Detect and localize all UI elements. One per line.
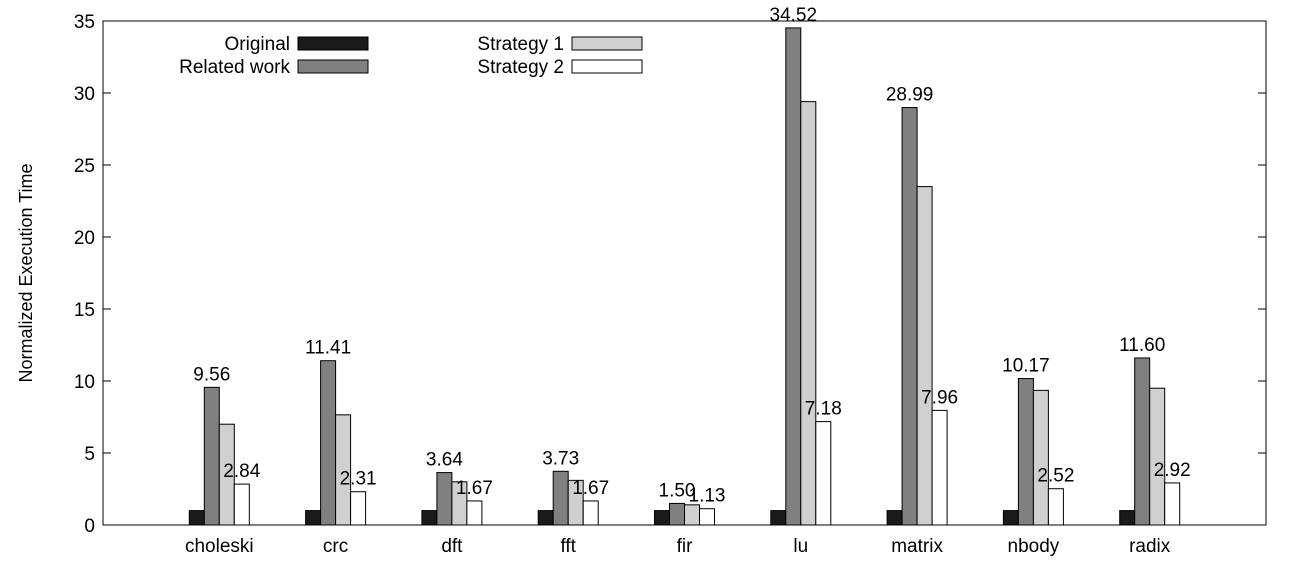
- bar: [552, 470, 569, 526]
- bar: [320, 360, 337, 526]
- data-label: 3.64: [426, 450, 463, 471]
- data-label: 2.52: [1037, 466, 1074, 487]
- bar: [1149, 387, 1166, 526]
- bar: [305, 510, 322, 526]
- bar: [188, 510, 205, 526]
- data-label: 11.60: [1119, 335, 1165, 356]
- bar: [233, 483, 250, 526]
- data-label: 2.92: [1154, 460, 1191, 481]
- legend-label: Original: [225, 34, 290, 55]
- bar: [436, 472, 453, 526]
- y-axis-title: Normalized Execution Time: [16, 163, 36, 382]
- data-label: 7.96: [921, 387, 958, 408]
- legend-swatch: [571, 59, 643, 74]
- bar: [1119, 510, 1136, 526]
- data-labels: 9.56 2.84 11.41 2.31 3.64 1.67 3.73 1.67 1.501.1…: [193, 5, 1190, 507]
- data-label: 1.67: [456, 478, 493, 499]
- bar: [466, 500, 483, 526]
- bar: [916, 186, 933, 526]
- bars: [188, 27, 1181, 526]
- x-tick-label: nbody: [1008, 536, 1060, 557]
- data-label: 2.31: [340, 469, 377, 490]
- data-label: 11.41: [305, 338, 351, 359]
- y-tick-label: 0: [84, 516, 95, 537]
- bar: [785, 27, 802, 526]
- x-tick-label: fir: [677, 536, 694, 557]
- y-tick-label: 20: [74, 228, 95, 249]
- bar: [1164, 482, 1181, 526]
- bar: [1032, 389, 1049, 526]
- bar: [931, 409, 948, 526]
- x-tick-label: fft: [560, 536, 576, 557]
- bar: [770, 510, 787, 526]
- plot-frame: [102, 20, 1267, 526]
- data-label: 34.52: [770, 5, 818, 26]
- legend-label: Related work: [179, 57, 290, 78]
- x-tick-label: radix: [1129, 536, 1171, 557]
- x-tick-label: lu: [793, 536, 808, 557]
- y-tick-label: 5: [84, 444, 95, 465]
- bar: [537, 510, 554, 526]
- y-tick-label: 10: [74, 372, 95, 393]
- bar: [684, 504, 700, 526]
- x-tick-label: matrix: [891, 536, 943, 557]
- axis-ticks: 0 5 10 15 20 25 30 35 choleski crc dft fft fir lu matr…: [74, 12, 1266, 557]
- y-tick-label: 35: [74, 12, 95, 33]
- legend-label: Strategy 1: [477, 34, 564, 55]
- bar: [1002, 510, 1019, 526]
- data-label: 28.99: [886, 85, 934, 106]
- data-label: 10.17: [1002, 356, 1050, 377]
- legend-swatch: [571, 36, 643, 51]
- bar: [350, 491, 367, 526]
- bar: [1134, 357, 1151, 526]
- data-label: 3.73: [542, 448, 579, 469]
- data-label: 1.50: [659, 480, 696, 501]
- data-label: 2.84: [223, 461, 260, 482]
- bar: [886, 510, 903, 526]
- bar: [654, 510, 670, 526]
- data-label: 1.13: [689, 486, 726, 507]
- bar: [815, 421, 832, 526]
- bar: [203, 386, 220, 526]
- bar: [669, 502, 685, 526]
- y-tick-label: 30: [74, 84, 95, 105]
- legend-swatch: [297, 59, 369, 74]
- y-tick-label: 15: [74, 300, 95, 321]
- bar: [1017, 378, 1034, 526]
- data-label: 7.18: [805, 399, 842, 420]
- bar: [901, 107, 918, 526]
- bar: [800, 101, 817, 526]
- y-tick-label: 25: [74, 156, 95, 177]
- x-tick-label: dft: [441, 536, 463, 557]
- x-tick-label: choleski: [185, 536, 254, 557]
- bar: [582, 500, 599, 526]
- x-tick-label: crc: [323, 536, 348, 557]
- legend-label: Strategy 2: [477, 57, 564, 78]
- legend-swatch: [297, 36, 369, 51]
- data-label: 9.56: [193, 364, 230, 385]
- bar: [1047, 488, 1064, 526]
- bar: [421, 510, 438, 526]
- bar: [699, 508, 715, 526]
- data-label: 1.67: [572, 478, 609, 499]
